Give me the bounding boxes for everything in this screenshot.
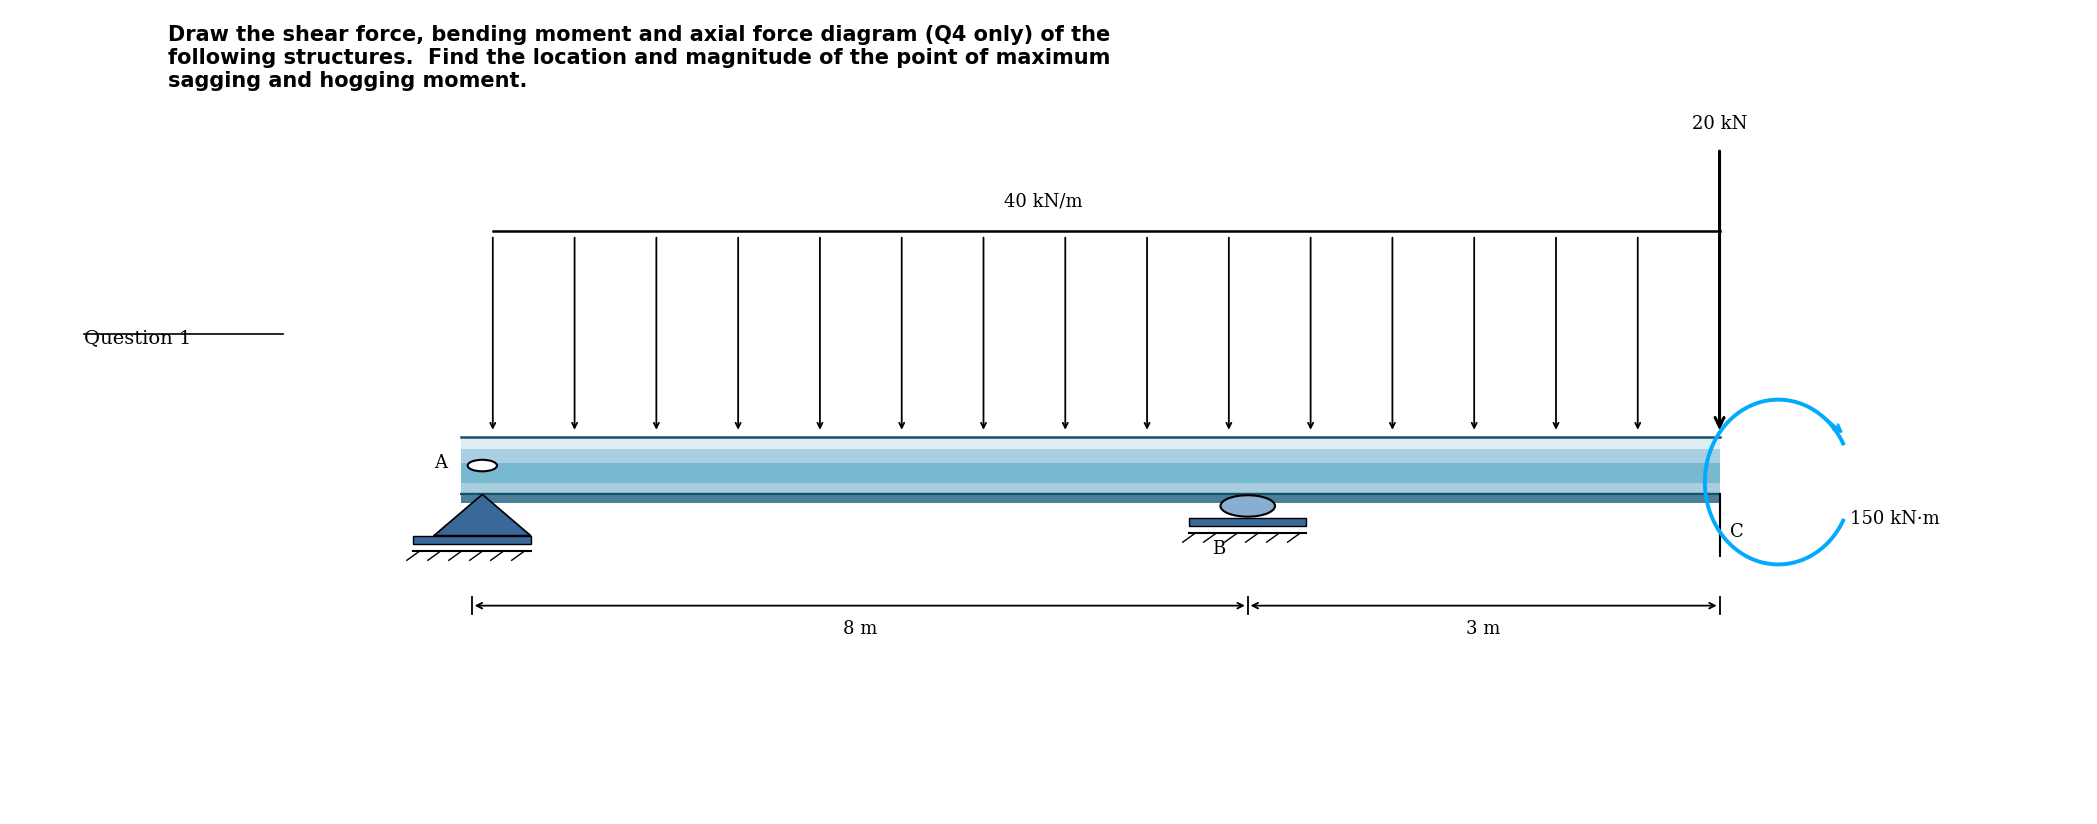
Bar (413, 536, 531, 544)
Text: 40 kN/m: 40 kN/m (1004, 192, 1082, 210)
Bar (461, 449, 1720, 463)
Bar (1189, 518, 1306, 526)
Circle shape (468, 460, 497, 471)
Text: B: B (1212, 540, 1225, 558)
Text: 150 kN·m: 150 kN·m (1850, 510, 1940, 528)
Bar (461, 483, 1720, 491)
Text: A: A (434, 454, 447, 471)
Circle shape (1220, 495, 1275, 517)
Bar (461, 491, 1720, 494)
Polygon shape (434, 494, 531, 536)
Text: C: C (1730, 523, 1745, 541)
Text: 8 m: 8 m (843, 620, 877, 639)
Text: 3 m: 3 m (1466, 620, 1501, 639)
Bar (461, 462, 1720, 483)
Bar (461, 437, 1720, 449)
Text: 20 kN: 20 kN (1692, 115, 1747, 133)
Text: Question 1: Question 1 (84, 330, 191, 348)
Text: Draw the shear force, bending moment and axial force diagram (Q4 only) of the
fo: Draw the shear force, bending moment and… (168, 25, 1109, 91)
Bar (461, 494, 1720, 503)
